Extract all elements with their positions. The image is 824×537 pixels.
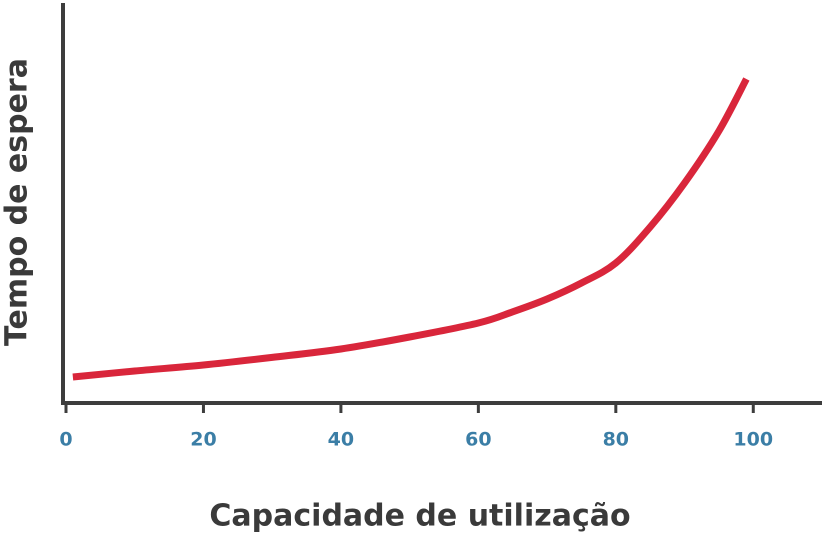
x-tick-label: 40: [328, 429, 354, 451]
x-tick-label: 80: [603, 429, 629, 451]
x-tick-label: 60: [465, 429, 491, 451]
y-axis-title: Tempo de espera: [0, 58, 35, 346]
x-axis-title: Capacidade de utilização: [209, 499, 630, 534]
x-tick-label: 20: [190, 429, 216, 451]
x-tick-label: 0: [59, 429, 72, 451]
line: [72, 77, 750, 381]
x-tick-label: 100: [733, 429, 773, 451]
